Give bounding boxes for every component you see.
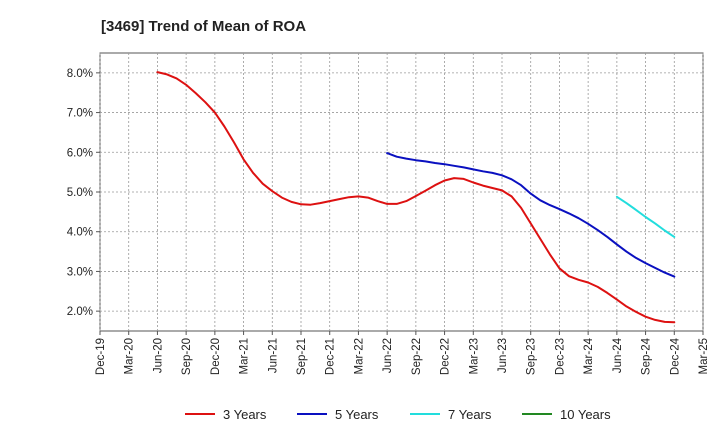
x-tick-label: Sep-24 (641, 337, 653, 375)
legend-item-10-years: 10 Years (522, 407, 611, 422)
x-tick-label: Mar-21 (239, 338, 251, 374)
x-tick-label: Mar-24 (583, 337, 595, 374)
grid-lines (99, 53, 704, 331)
x-tick-label: Jun-21 (267, 338, 279, 373)
x-tick-label: Dec-23 (554, 338, 566, 375)
legend-label: 10 Years (560, 407, 611, 422)
x-tick-label: Mar-20 (124, 338, 136, 374)
legend-label: 3 Years (223, 407, 267, 422)
legend-item-5-years: 5 Years (297, 407, 379, 422)
series-line-7-years (615, 195, 676, 238)
y-tick-label: 6.0% (67, 147, 93, 159)
y-tick-label: 7.0% (67, 108, 93, 120)
x-tick-label: Sep-20 (181, 338, 193, 375)
legend-item-7-years: 7 Years (410, 407, 492, 422)
series-line-5-years (386, 152, 676, 278)
x-tick-label: Jun-24 (612, 337, 624, 373)
y-tick-label: 2.0% (67, 306, 93, 318)
x-tick-label: Jun-22 (382, 338, 394, 373)
legend-label: 5 Years (335, 407, 379, 422)
x-tick-label: Dec-24 (669, 337, 681, 375)
x-tick-label: Sep-23 (526, 338, 538, 375)
legend-label: 7 Years (448, 407, 492, 422)
x-tick-label: Mar-25 (698, 338, 710, 374)
series-lines (156, 71, 676, 324)
series-line-3-years (156, 71, 676, 324)
x-tick-label: Sep-22 (411, 338, 423, 375)
x-tick-label: Dec-19 (95, 338, 107, 375)
x-tick-label: Jun-20 (152, 338, 164, 373)
x-axis: Dec-19 Mar-20 Jun-20 Sep-20 Dec-20 Mar-21 Jun-… (95, 331, 710, 375)
x-tick-label: Dec-22 (440, 338, 452, 375)
y-tick-label: 4.0% (67, 227, 93, 239)
chart-title: [3469] Trend of Mean of ROA (101, 18, 306, 35)
x-tick-label: Mar-22 (353, 338, 365, 374)
x-tick-label: Dec-21 (325, 338, 337, 375)
y-axis: 2.0% 3.0% 4.0% 5.0% 6.0% 7.0% 8.0% (67, 68, 100, 318)
legend-item-3-years: 3 Years (185, 407, 267, 422)
x-tick-label: Jun-23 (497, 338, 509, 373)
y-tick-label: 8.0% (67, 68, 93, 80)
legend: 3 Years 5 Years 7 Years 10 Years (185, 407, 611, 422)
y-tick-label: 5.0% (67, 187, 93, 199)
x-tick-label: Dec-20 (210, 338, 222, 375)
x-tick-label: Sep-21 (296, 338, 308, 375)
y-tick-label: 3.0% (67, 266, 93, 278)
x-tick-label: Mar-23 (468, 338, 480, 374)
